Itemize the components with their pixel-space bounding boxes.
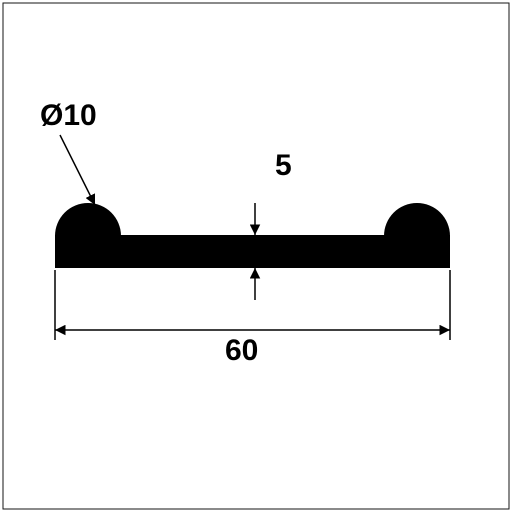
- dimension-label-diameter: Ø10: [40, 99, 97, 132]
- dimension-label-thickness: 5: [275, 149, 292, 182]
- diagram-stage: 60 5 Ø10: [0, 0, 512, 512]
- leader-line-diameter: [60, 135, 95, 205]
- diagram-svg: 60 5 Ø10: [0, 0, 512, 512]
- dimension-label-width: 60: [225, 334, 258, 367]
- profile-shape: [55, 203, 450, 269]
